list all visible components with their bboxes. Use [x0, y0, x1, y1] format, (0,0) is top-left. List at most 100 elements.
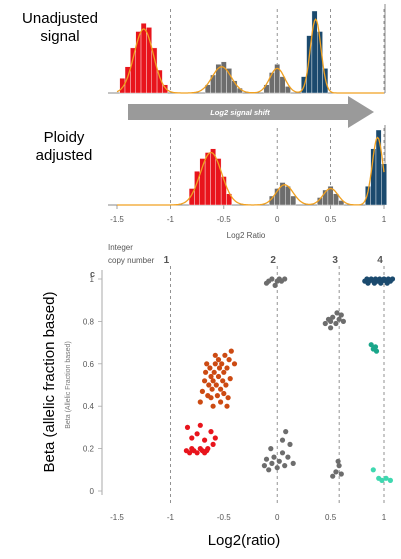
scatter-point-1-23 [224, 365, 230, 371]
scatter-point-0-12 [202, 437, 208, 443]
scatter-point-2-6 [272, 282, 278, 288]
hist1-fit-curve [117, 136, 385, 206]
scatter-point-5-3 [338, 471, 344, 477]
hist0-bar-0-2 [130, 47, 136, 94]
scatter-point-1-21 [222, 352, 228, 358]
scatter-point-5-4 [335, 458, 341, 464]
scatter-point-3-8 [282, 463, 288, 469]
scatter-point-8-2 [379, 477, 385, 483]
scatter-point-4-3 [330, 314, 336, 320]
hist-xtick-label-4: 0.5 [325, 215, 337, 224]
scatter-point-1-19 [220, 378, 226, 384]
scatter-point-1-27 [228, 348, 234, 354]
scatter-point-1-8 [209, 386, 215, 392]
scatter-yaxis-ticks: 0 0.2 0.4 0.6 0.8 1 [83, 275, 102, 496]
scatter-point-1-1 [199, 388, 205, 394]
scatter-point-8-0 [370, 467, 376, 473]
copy-number-label-line2: copy number [108, 256, 155, 265]
scatter-point-4-2 [328, 318, 334, 324]
scatter-point-4-9 [334, 310, 340, 316]
scatter-point-6-14 [371, 280, 377, 286]
scatter-point-1-3 [203, 369, 209, 375]
hist1-bar-3-3 [381, 163, 387, 206]
scatter-point-6-17 [389, 276, 396, 282]
scatter-point-2-5 [282, 276, 288, 282]
copy-number-lines: 1 2 3 4 [164, 255, 385, 505]
scatter-point-3-9 [285, 454, 291, 460]
scatter-point-3-1 [263, 456, 270, 462]
scatter-point-1-33 [224, 403, 230, 409]
scatter-point-3-2 [266, 467, 272, 473]
hist1-bar-1-3 [285, 186, 291, 206]
scatter-point-1-30 [204, 361, 210, 367]
scatter-point-3-14 [283, 429, 289, 435]
unadjusted-label-line2: signal [40, 28, 79, 45]
hist0-fit-curve [116, 18, 384, 94]
hist0-bar-0-3 [135, 31, 142, 94]
scatter-point-1-6 [207, 365, 213, 371]
scatter-point-1-22 [223, 382, 229, 388]
scatter-point-1-10 [211, 369, 217, 375]
scatter-points [183, 276, 396, 483]
scatter-point-1-20 [221, 369, 227, 375]
beta-scatter-plot: 0 0.2 0.4 0.6 0.8 1 -1.5 -1 -0.5 0 0.5 1 1 2 3 4 [83, 255, 396, 522]
shift-arrow-label: Log2 signal shift [210, 108, 270, 117]
hist0-bar-0-6 [151, 47, 158, 94]
scatter-point-1-0 [197, 399, 203, 405]
scatter-point-1-9 [210, 378, 216, 384]
scatter-point-0-15 [184, 424, 191, 430]
hist-xlabel: Log2 Ratio [227, 231, 266, 240]
scatter-point-0-17 [210, 441, 216, 447]
ploidy-label-line2: adjusted [36, 147, 93, 164]
scatter-point-1-17 [218, 386, 224, 392]
scatter-point-4-4 [333, 320, 339, 327]
copy-number-label-line1: Integer [108, 243, 133, 252]
scatter-point-6-13 [365, 280, 371, 286]
scatter-xtick-label-4: 0.5 [325, 513, 337, 522]
hist0-bar-1-4 [226, 68, 233, 94]
panel-letter: c [90, 269, 95, 279]
scatter-xlabel: Log2(ratio) [208, 532, 281, 549]
scatter-point-0-4 [194, 450, 200, 456]
ploidy-adjusted-histogram: -1.5 -1 -0.5 0 0.5 1 Log2 Ratio [108, 125, 387, 240]
scatter-point-1-32 [221, 390, 227, 397]
scatter-point-3-11 [290, 460, 296, 466]
scatter-point-0-10 [189, 435, 195, 441]
scatter-point-1-18 [219, 361, 225, 367]
hist1-bar-2-4 [338, 200, 345, 206]
hist0-bar-0-8 [162, 84, 168, 94]
scatter-point-1-12 [213, 382, 219, 388]
scatter-point-0-9 [205, 446, 211, 452]
mid-xaxis-ticks: -1.5 -1 -0.5 0 0.5 1 [110, 205, 387, 224]
scatter-point-3-5 [274, 465, 280, 471]
scatter-point-3-6 [276, 458, 282, 464]
scatter-point-7-3 [373, 348, 380, 354]
hist0-bar-0-7 [156, 69, 163, 94]
hist-xtick-label-5: 1 [382, 215, 387, 224]
hist-xtick-label-0: -1.5 [110, 215, 124, 224]
scatter-point-5-0 [330, 473, 336, 479]
scatter-point-1-28 [210, 403, 216, 409]
hist1-bar-2-3 [333, 193, 339, 206]
scatter-point-3-7 [279, 450, 286, 456]
scatter-point-1-7 [208, 373, 214, 380]
scatter-ytick-label-3: 0.6 [83, 360, 95, 369]
scatter-point-0-1 [187, 450, 193, 456]
scatter-point-4-6 [338, 312, 344, 318]
scatter-point-5-1 [333, 469, 339, 475]
unadjusted-histogram [108, 4, 386, 94]
scatter-point-5-2 [336, 463, 342, 469]
copy-number-value-1: 2 [270, 255, 276, 266]
scatter-point-6-16 [384, 280, 390, 286]
scatter-ytick-label-5: 1 [90, 275, 95, 284]
scatter-ytick-label-2: 0.4 [83, 402, 95, 411]
scatter-point-7-0 [368, 342, 374, 348]
unadjusted-label-line1: Unadjusted [22, 10, 98, 27]
scatter-point-1-31 [212, 352, 218, 358]
scatter-xtick-label-3: 0 [275, 513, 280, 522]
scatter-point-3-0 [261, 463, 267, 469]
scatter-point-1-25 [226, 357, 232, 363]
hist0-bar-2-1 [268, 72, 275, 94]
shift-arrow-shape [128, 96, 374, 128]
